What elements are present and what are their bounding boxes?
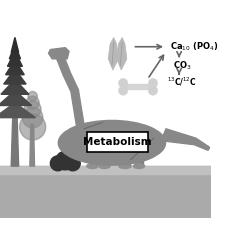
Polygon shape [49,48,69,59]
Circle shape [65,156,80,171]
FancyBboxPatch shape [87,132,148,152]
Polygon shape [11,106,19,166]
Circle shape [148,79,158,88]
Polygon shape [6,60,24,75]
Polygon shape [7,51,22,66]
Circle shape [22,107,43,128]
Polygon shape [9,44,20,59]
Polygon shape [117,37,127,70]
Text: Ca$_{10}$ (PO$_4$): Ca$_{10}$ (PO$_4$) [170,40,218,53]
Circle shape [50,156,65,171]
Text: CO$_3$: CO$_3$ [173,59,191,72]
Polygon shape [1,79,29,94]
Polygon shape [163,129,210,150]
Text: Metabolism: Metabolism [83,137,152,147]
Circle shape [119,86,128,95]
Polygon shape [56,55,84,126]
Circle shape [20,114,46,140]
Ellipse shape [119,164,131,169]
Text: $^{13}$C/$^{12}$C: $^{13}$C/$^{12}$C [167,76,197,88]
Ellipse shape [87,164,98,169]
Polygon shape [101,147,108,166]
Ellipse shape [58,120,166,165]
Circle shape [24,101,41,118]
Polygon shape [0,91,32,106]
Circle shape [56,151,75,170]
Circle shape [26,96,39,109]
Circle shape [148,86,158,95]
Polygon shape [0,103,36,118]
Ellipse shape [133,164,145,169]
Polygon shape [135,143,143,166]
Polygon shape [11,37,19,52]
Bar [123,84,153,89]
Circle shape [28,92,37,101]
Polygon shape [108,37,119,70]
Circle shape [119,79,128,88]
Ellipse shape [99,164,110,169]
Polygon shape [121,146,130,166]
Polygon shape [4,69,26,84]
Polygon shape [89,143,96,166]
Polygon shape [30,124,34,166]
